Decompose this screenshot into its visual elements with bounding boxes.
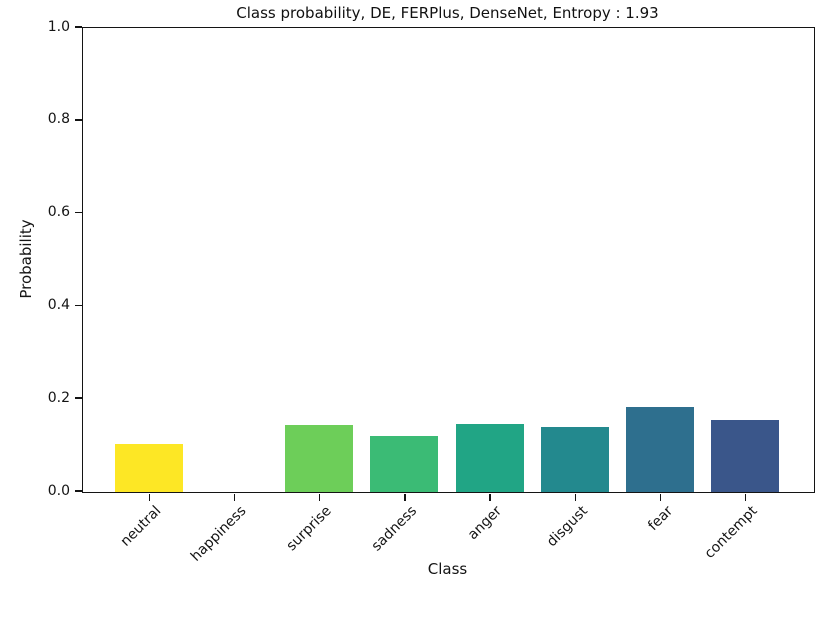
x-tick-mark <box>744 494 747 501</box>
chart-title: Class probability, DE, FERPlus, DenseNet… <box>236 4 659 22</box>
y-axis-label: Probability <box>17 219 35 299</box>
x-tick-mark <box>659 494 662 501</box>
y-tick-mark <box>75 119 82 121</box>
bar-sadness <box>370 436 438 492</box>
bar-surprise <box>285 425 353 492</box>
y-tick-mark <box>75 397 82 399</box>
y-tick-mark <box>75 211 82 214</box>
y-tick-mark <box>75 304 82 307</box>
y-tick-mark <box>75 490 82 492</box>
x-tick-mark <box>574 494 577 501</box>
x-tick-label-happiness: happiness <box>188 503 250 565</box>
x-tick-label-surprise: surprise <box>283 503 336 555</box>
bar-disgust <box>541 427 609 492</box>
y-tick-label: 0.6 <box>47 204 70 221</box>
x-tick-mark <box>233 494 236 501</box>
x-tick-label-contempt: contempt <box>702 503 762 562</box>
x-tick-mark <box>318 494 321 501</box>
y-tick-label: 1.0 <box>47 18 70 35</box>
x-tick-mark <box>489 494 491 501</box>
plot-area <box>82 27 815 493</box>
bar-contempt <box>711 420 779 492</box>
x-tick-label-neutral: neutral <box>117 503 165 550</box>
y-tick-label: 0.0 <box>47 482 70 499</box>
x-tick-label-disgust: disgust <box>543 503 591 551</box>
x-tick-label-fear: fear <box>644 503 676 535</box>
y-tick-mark <box>75 26 82 28</box>
bar-anger <box>456 424 524 492</box>
x-tick-label-anger: anger <box>465 503 506 544</box>
bar-fear <box>626 407 694 492</box>
y-tick-label: 0.8 <box>47 111 70 128</box>
y-tick-label: 0.2 <box>47 389 70 406</box>
bar-neutral <box>115 444 183 492</box>
x-tick-label-sadness: sadness <box>368 503 421 555</box>
y-tick-label: 0.4 <box>47 296 70 313</box>
x-tick-mark <box>148 494 151 501</box>
x-axis-label: Class <box>427 560 468 578</box>
x-tick-mark <box>404 494 406 501</box>
